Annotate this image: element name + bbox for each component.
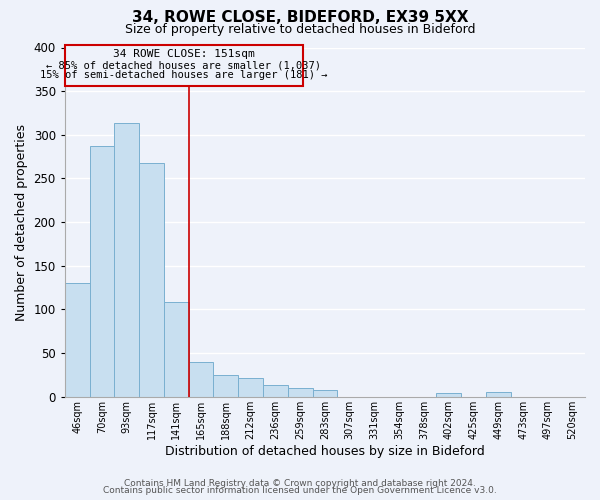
Bar bbox=[313, 390, 337, 397]
Bar bbox=[65, 284, 89, 397]
Text: Contains public sector information licensed under the Open Government Licence v3: Contains public sector information licen… bbox=[103, 486, 497, 495]
Text: ← 85% of detached houses are smaller (1,037): ← 85% of detached houses are smaller (1,… bbox=[46, 60, 322, 70]
Bar bbox=[139, 163, 164, 397]
Y-axis label: Number of detached properties: Number of detached properties bbox=[15, 124, 28, 320]
Text: 15% of semi-detached houses are larger (181) →: 15% of semi-detached houses are larger (… bbox=[40, 70, 328, 80]
Text: Contains HM Land Registry data © Crown copyright and database right 2024.: Contains HM Land Registry data © Crown c… bbox=[124, 478, 476, 488]
Bar bbox=[89, 146, 115, 397]
Bar bbox=[436, 394, 461, 397]
Bar bbox=[188, 362, 214, 397]
Text: 34 ROWE CLOSE: 151sqm: 34 ROWE CLOSE: 151sqm bbox=[113, 49, 255, 59]
Bar bbox=[263, 386, 288, 397]
X-axis label: Distribution of detached houses by size in Bideford: Distribution of detached houses by size … bbox=[165, 444, 485, 458]
Bar bbox=[214, 375, 238, 397]
Bar bbox=[115, 124, 139, 397]
Bar bbox=[288, 388, 313, 397]
Text: 34, ROWE CLOSE, BIDEFORD, EX39 5XX: 34, ROWE CLOSE, BIDEFORD, EX39 5XX bbox=[132, 10, 468, 25]
Bar bbox=[164, 302, 188, 397]
Text: Size of property relative to detached houses in Bideford: Size of property relative to detached ho… bbox=[125, 22, 475, 36]
FancyBboxPatch shape bbox=[65, 45, 302, 86]
Bar bbox=[238, 378, 263, 397]
Bar bbox=[486, 392, 511, 397]
